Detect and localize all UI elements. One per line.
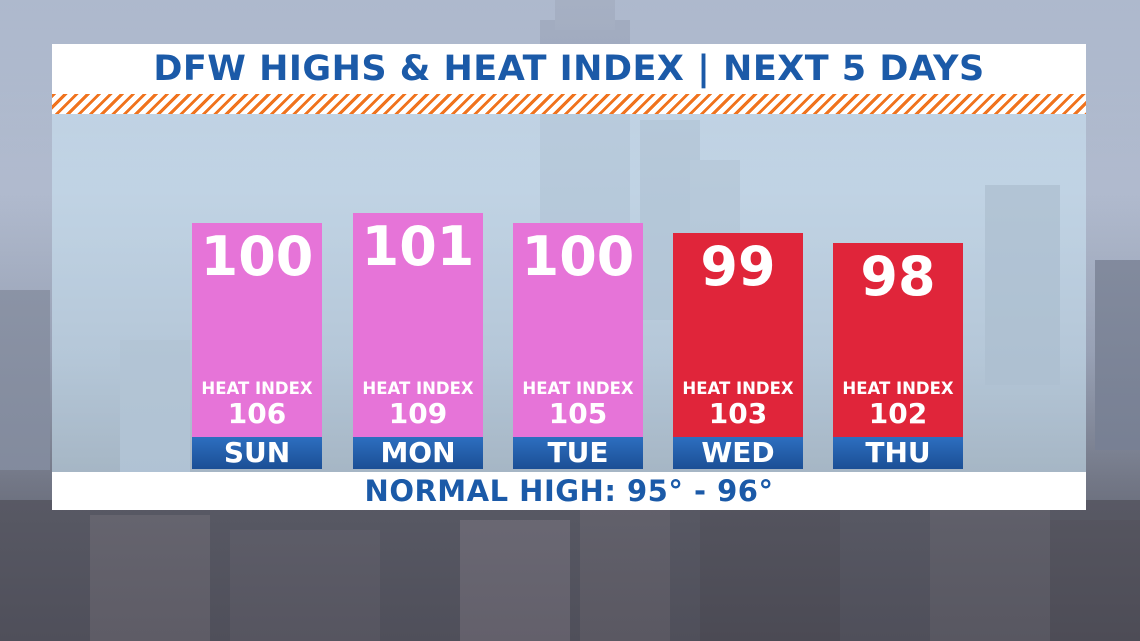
heat-index-value: 109 — [388, 397, 448, 430]
heat-index-value: 106 — [227, 397, 287, 430]
bar-wed: 99 HEAT INDEX 103 WED — [673, 233, 803, 469]
bar-sun: 100 HEAT INDEX 106 SUN — [192, 223, 322, 469]
normal-high-annotation: NORMAL HIGH: 95° - 96° — [364, 474, 774, 508]
high-value-label: 100 — [200, 225, 314, 288]
chart-title: DFW HIGHS & HEAT INDEX | NEXT 5 DAYS — [153, 49, 985, 89]
heat-index-value: 103 — [708, 397, 768, 430]
heat-index-value: 102 — [868, 397, 928, 430]
heat-index-label: HEAT INDEX — [362, 379, 474, 398]
heat-index-label: HEAT INDEX — [682, 379, 794, 398]
day-label: THU — [833, 437, 963, 469]
high-value-label: 100 — [521, 225, 635, 288]
title-bar: DFW HIGHS & HEAT INDEX | NEXT 5 DAYS — [52, 44, 1086, 94]
day-label: TUE — [513, 437, 643, 469]
day-label: MON — [353, 437, 483, 469]
bar-tue: 100 HEAT INDEX 105 TUE — [513, 223, 643, 469]
high-value-label: 101 — [361, 215, 475, 278]
accent-stripe — [52, 94, 1086, 114]
high-value-label: 98 — [860, 245, 936, 308]
day-label: SUN — [192, 437, 322, 469]
day-label: WED — [673, 437, 803, 469]
high-value-label: 99 — [700, 235, 776, 298]
footer-bar: NORMAL HIGH: 95° - 96° — [52, 472, 1086, 510]
heat-index-label: HEAT INDEX — [522, 379, 634, 398]
heat-index-value: 105 — [548, 397, 608, 430]
heat-index-label: HEAT INDEX — [201, 379, 313, 398]
bar-thu: 98 HEAT INDEX 102 THU — [833, 243, 963, 469]
bar-mon: 101 HEAT INDEX 109 MON — [353, 213, 483, 469]
heat-index-label: HEAT INDEX — [842, 379, 954, 398]
